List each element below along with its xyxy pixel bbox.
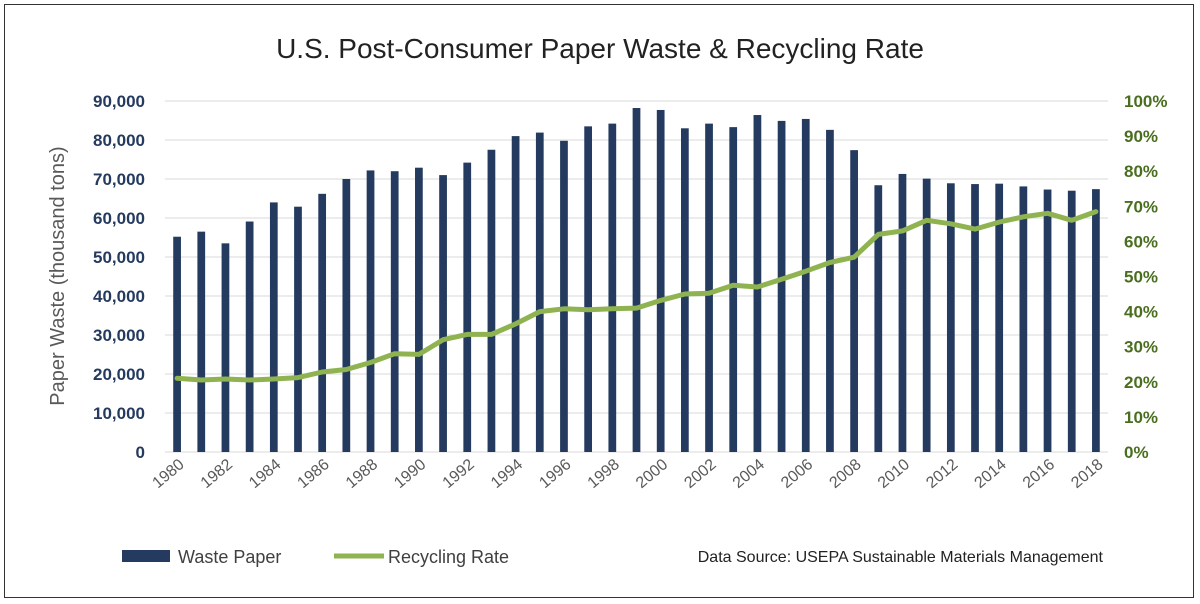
bar: [1092, 189, 1100, 452]
left-y-axis: 0 10,000 20,000 30,000 40,000 50,000 60,000 70,…: [93, 92, 145, 462]
chart-frame: [4, 4, 1194, 598]
bar: [511, 136, 520, 452]
y2-tick-label: 80%: [1124, 162, 1158, 181]
y-tick-label: 70,000: [93, 170, 145, 189]
bar: [463, 162, 472, 452]
y-tick-label: 10,000: [93, 404, 145, 423]
y2-tick-label: 70%: [1124, 197, 1158, 216]
recycling-rate-line: [174, 209, 1099, 383]
bar: [946, 183, 955, 453]
bar: [1067, 190, 1076, 452]
y-axis-label: Paper Waste (thousand tons): [47, 146, 69, 405]
right-y-axis: 0% 10% 20% 30% 40% 50% 60% 70% 80% 90% 100%: [1124, 92, 1167, 462]
x-tick-label: 1998: [585, 456, 623, 492]
bar: [487, 149, 496, 452]
y2-tick-label: 0%: [1124, 443, 1149, 462]
bar: [173, 236, 181, 452]
bar: [584, 126, 593, 452]
bar: [294, 206, 302, 452]
bar: [197, 231, 206, 452]
legend-label-waste-paper: Waste Paper: [178, 547, 281, 567]
bar: [874, 185, 883, 453]
chart-title: U.S. Post-Consumer Paper Waste & Recycli…: [276, 33, 924, 64]
y2-tick-label: 20%: [1124, 373, 1158, 392]
y-tick-label: 20,000: [93, 365, 145, 384]
bar: [560, 140, 568, 452]
bar: [366, 170, 375, 453]
line-series-recycling-rate: [174, 209, 1099, 383]
legend-swatch-waste-paper: [122, 550, 170, 562]
bar: [390, 171, 399, 452]
y-tick-label: 80,000: [93, 131, 145, 150]
x-tick-label: 1992: [440, 456, 478, 492]
bar: [608, 123, 617, 453]
x-tick-label: 2010: [875, 456, 913, 492]
x-tick-label: 2004: [730, 456, 768, 492]
bar: [850, 150, 858, 452]
bar: [680, 128, 689, 453]
x-tick-label: 1980: [149, 456, 187, 492]
bar: [801, 118, 810, 452]
bar: [826, 129, 834, 453]
y-tick-label: 0: [136, 443, 145, 462]
y-tick-label: 60,000: [93, 209, 145, 228]
bar: [656, 109, 665, 452]
y-tick-label: 50,000: [93, 248, 145, 267]
bar: [439, 175, 447, 452]
y-tick-label: 30,000: [93, 326, 145, 345]
bar: [922, 178, 931, 453]
x-tick-label: 2006: [778, 456, 816, 492]
x-tick-label: 2000: [633, 456, 671, 492]
bar: [632, 108, 641, 453]
legend-label-recycling-rate: Recycling Rate: [388, 547, 509, 567]
bar: [898, 173, 907, 452]
x-tick-label: 1982: [198, 456, 236, 492]
x-tick-label: 1986: [295, 456, 333, 492]
x-tick-label: 1984: [246, 456, 284, 492]
x-tick-label: 2014: [972, 456, 1010, 492]
y2-tick-label: 30%: [1124, 338, 1158, 357]
x-tick-label: 2016: [1020, 456, 1058, 492]
y-tick-label: 40,000: [93, 287, 145, 306]
bar: [318, 193, 327, 452]
x-tick-label: 1994: [488, 456, 526, 492]
x-axis: 1980 1982 1984 1986 1988 1990 1992 1994 1996 1998…: [149, 456, 1106, 492]
x-tick-label: 1996: [536, 456, 574, 492]
bar: [1043, 189, 1052, 452]
bar: [245, 221, 254, 452]
x-tick-label: 2008: [826, 456, 864, 492]
x-tick-label: 2018: [1068, 456, 1106, 492]
bar: [995, 183, 1004, 452]
x-tick-label: 1990: [391, 456, 429, 492]
y2-tick-label: 50%: [1124, 268, 1158, 287]
y2-tick-label: 100%: [1124, 92, 1167, 111]
bar: [415, 167, 423, 452]
bar: [971, 184, 979, 452]
bar: [729, 127, 738, 452]
bar: [777, 120, 786, 452]
bar: [269, 202, 278, 452]
legend: Waste Paper Recycling Rate: [122, 547, 509, 567]
bar: [342, 179, 351, 452]
bar: [753, 115, 762, 452]
bar: [221, 243, 230, 452]
x-tick-label: 2002: [681, 456, 719, 492]
bar: [535, 132, 544, 452]
y2-tick-label: 40%: [1124, 303, 1158, 322]
y2-tick-label: 10%: [1124, 408, 1158, 427]
y-tick-label: 90,000: [93, 92, 145, 111]
bar-series-waste-paper: [173, 108, 1100, 453]
data-source-note: Data Source: USEPA Sustainable Materials…: [698, 549, 1104, 566]
y2-tick-label: 60%: [1124, 232, 1158, 251]
x-tick-label: 2012: [923, 456, 961, 492]
x-tick-label: 1988: [343, 456, 381, 492]
bar: [1019, 186, 1028, 452]
bar: [705, 123, 713, 453]
y2-tick-label: 90%: [1124, 127, 1158, 146]
